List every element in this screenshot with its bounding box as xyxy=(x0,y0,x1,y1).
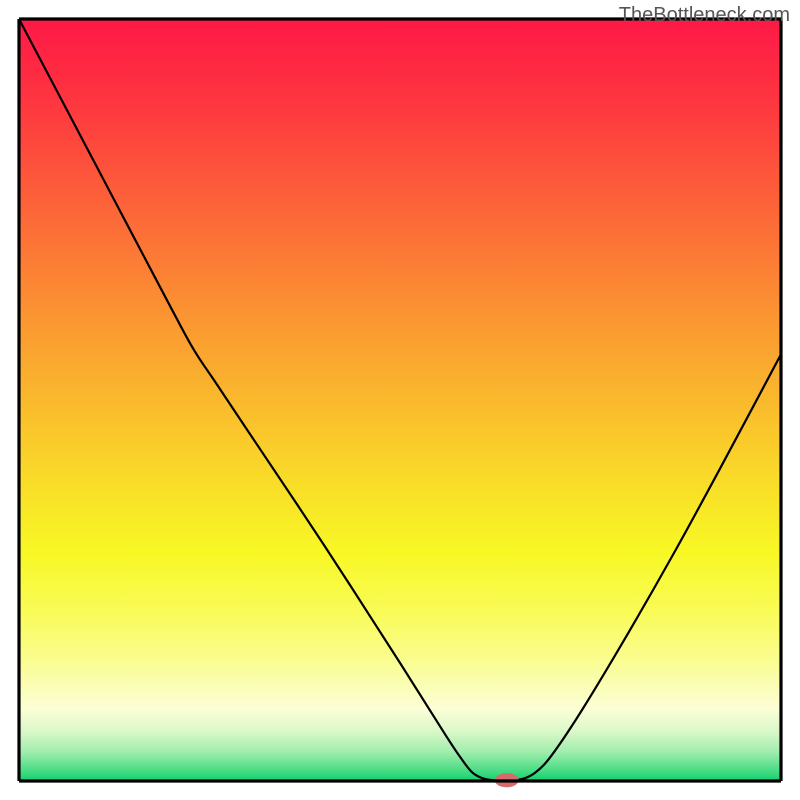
watermark-text: TheBottleneck.com xyxy=(619,4,790,27)
bottleneck-chart: TheBottleneck.com xyxy=(0,0,800,800)
chart-svg xyxy=(0,0,800,800)
chart-background xyxy=(19,19,781,781)
